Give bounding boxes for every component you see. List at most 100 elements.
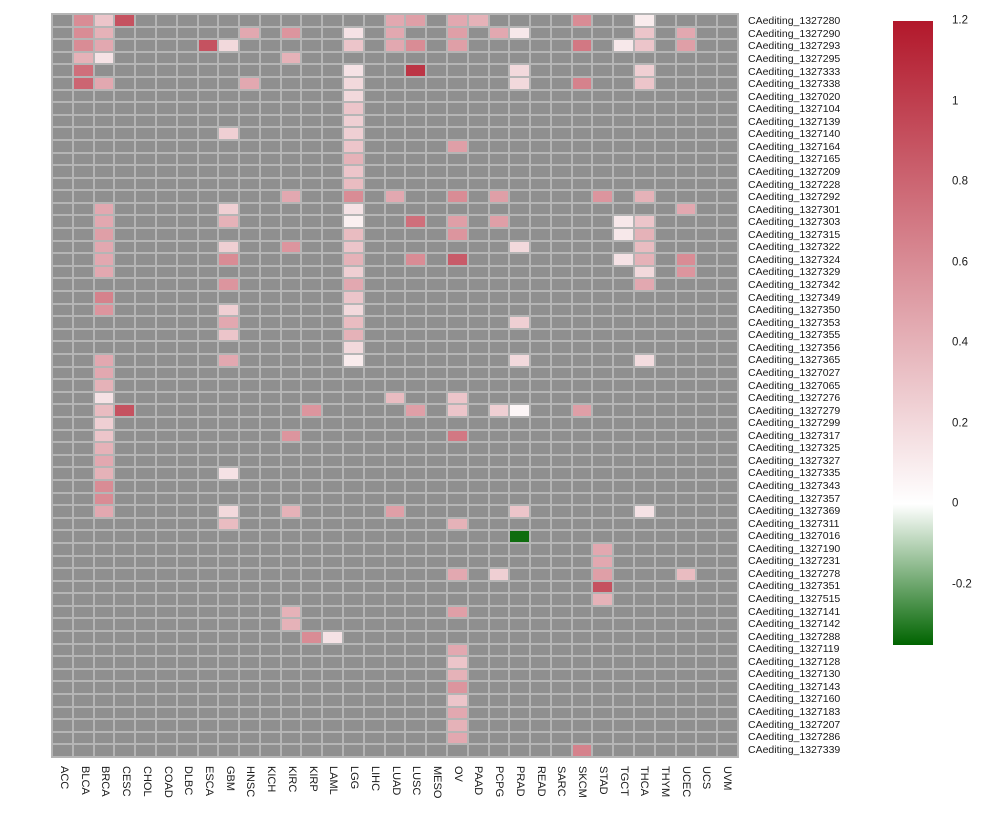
row-label: CAediting_1327351 [748, 580, 841, 593]
column-label: STAD [596, 766, 609, 795]
heatmap-cell [489, 342, 509, 354]
heatmap-cell [510, 329, 530, 341]
heatmap-cell [427, 342, 446, 354]
row-label: CAediting_1327288 [748, 630, 841, 643]
heatmap-cell [427, 367, 446, 379]
heatmap-cell [468, 732, 488, 744]
heatmap-cell [427, 90, 446, 102]
heatmap-cell [156, 417, 176, 429]
heatmap-cell [240, 493, 259, 505]
heatmap-cell [260, 569, 280, 580]
heatmap-cell [593, 254, 613, 265]
heatmap-cell [718, 342, 737, 354]
heatmap-cell [260, 669, 280, 681]
heatmap-cell [323, 52, 343, 64]
row-label: CAediting_1327349 [748, 291, 841, 304]
heatmap-cell [531, 128, 550, 139]
heatmap-cell [73, 644, 93, 656]
heatmap-cell [219, 732, 239, 744]
heatmap-cell [364, 304, 384, 316]
column-label: ESCA [202, 766, 215, 796]
heatmap-cell [718, 279, 737, 291]
heatmap-cell [177, 254, 197, 265]
heatmap-cell [73, 594, 93, 605]
heatmap-cell [198, 367, 218, 379]
heatmap-cell [156, 292, 176, 303]
heatmap-cell [281, 241, 301, 253]
heatmap-cell [115, 317, 135, 328]
heatmap-cell [614, 632, 634, 643]
heatmap-cell [676, 493, 696, 505]
row-label: CAediting_1327139 [748, 115, 841, 128]
heatmap-cell [156, 115, 176, 127]
heatmap-cell [427, 405, 446, 416]
colorbar-tick-label: 0.8 [952, 175, 968, 188]
heatmap-cell [614, 707, 634, 719]
heatmap-cell [676, 77, 696, 89]
heatmap-cell [614, 279, 634, 291]
heatmap-cell [198, 229, 218, 240]
heatmap-cell [136, 543, 155, 555]
heatmap-cell [406, 619, 426, 631]
heatmap-cell [240, 153, 259, 165]
heatmap-cell [510, 657, 530, 668]
heatmap-cell [94, 153, 114, 165]
heatmap-cell [177, 543, 197, 555]
heatmap-cell [572, 669, 592, 681]
heatmap-cell [219, 506, 239, 517]
heatmap-cell [718, 153, 737, 165]
heatmap-cell [53, 531, 72, 542]
heatmap-cell [198, 480, 218, 492]
heatmap-cell [344, 128, 363, 139]
heatmap-cell [655, 443, 675, 454]
heatmap-cell [635, 90, 654, 102]
heatmap-cell [115, 367, 135, 379]
heatmap-cell [489, 732, 509, 744]
heatmap-cell [551, 279, 571, 291]
heatmap-cell [260, 707, 280, 719]
heatmap-cell [510, 90, 530, 102]
heatmap-cell [156, 103, 176, 114]
heatmap-cell [156, 745, 176, 756]
heatmap-cell [655, 77, 675, 89]
row-label: CAediting_1327356 [748, 341, 841, 354]
heatmap-cell [364, 203, 384, 215]
heatmap-cell [635, 468, 654, 479]
heatmap-cell [718, 292, 737, 303]
heatmap-cell [489, 619, 509, 631]
heatmap-cell [53, 380, 72, 391]
heatmap-cell [302, 632, 322, 643]
heatmap-cell [136, 644, 155, 656]
column-label: HNSC [244, 766, 257, 798]
heatmap-cell [489, 367, 509, 379]
heatmap-cell [468, 669, 488, 681]
heatmap-cell [115, 292, 135, 303]
heatmap-cell [614, 40, 634, 51]
heatmap-cell [156, 619, 176, 631]
heatmap-cell [136, 178, 155, 190]
heatmap-cell [468, 178, 488, 190]
heatmap-cell [385, 229, 405, 240]
heatmap-cell [73, 15, 93, 26]
heatmap-cell [53, 229, 72, 240]
heatmap-cell [136, 707, 155, 719]
heatmap-cell [219, 103, 239, 114]
heatmap-cell [344, 644, 363, 656]
heatmap-cell [240, 695, 259, 706]
heatmap-cell [531, 153, 550, 165]
heatmap-cell [447, 128, 467, 139]
heatmap-cell [614, 745, 634, 756]
heatmap-cell [489, 153, 509, 165]
heatmap-cell [406, 367, 426, 379]
heatmap-cell [385, 304, 405, 316]
heatmap-cell [718, 191, 737, 202]
heatmap-cell [302, 216, 322, 228]
heatmap-cell [635, 669, 654, 681]
heatmap-cell [281, 166, 301, 177]
heatmap-cell [655, 518, 675, 530]
heatmap-cell [427, 506, 446, 517]
heatmap-cell [219, 543, 239, 555]
heatmap-cell [718, 644, 737, 656]
heatmap-cell [364, 518, 384, 530]
heatmap-cell [655, 166, 675, 177]
